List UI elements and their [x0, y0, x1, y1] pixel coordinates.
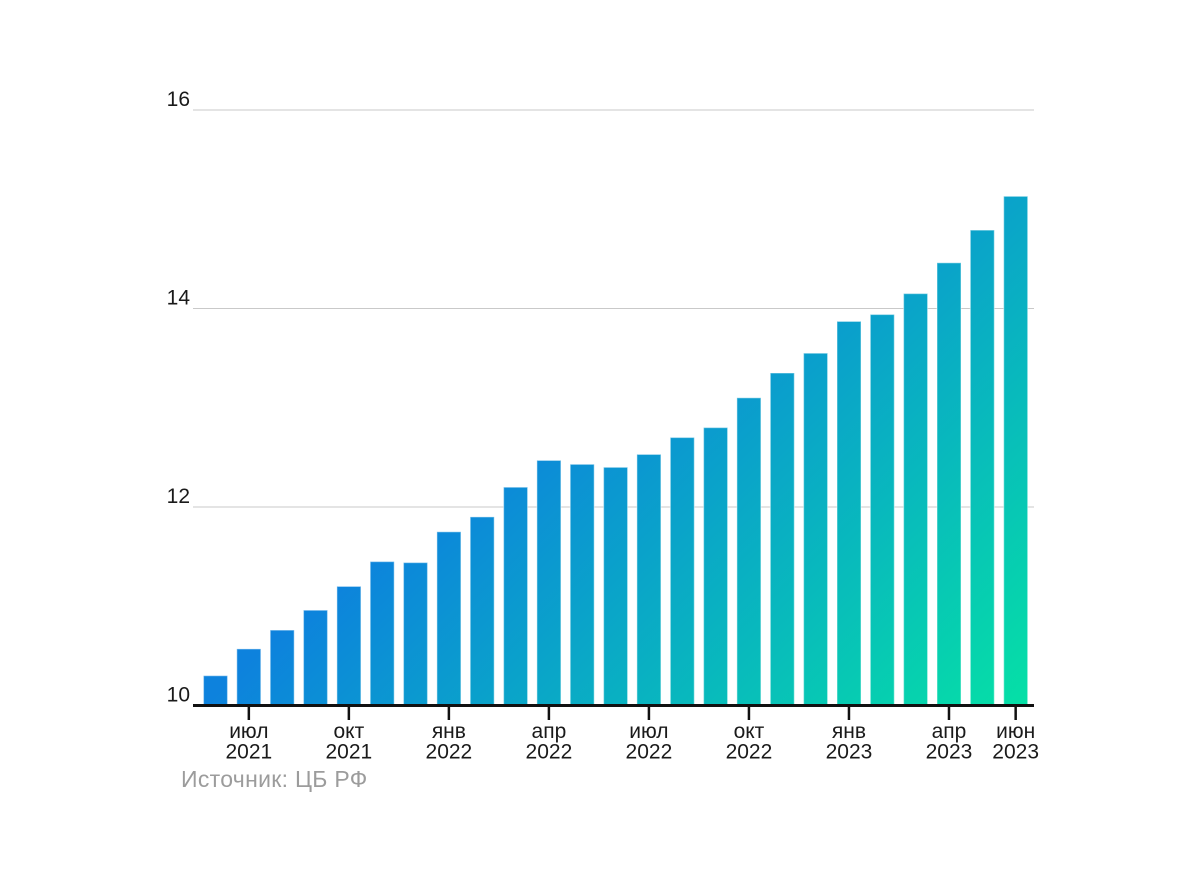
- bar-апр-2022: [536, 459, 562, 708]
- bar-фев-2022: [469, 516, 495, 708]
- bar-июн-2021: [202, 675, 229, 708]
- bar-май-2023: [969, 229, 995, 708]
- source-note: Источник: ЦБ РФ: [181, 766, 368, 792]
- bar-ноя-2022: [769, 372, 795, 708]
- y-axis-tick-label: 14: [167, 287, 191, 310]
- bar-июл-2022: [636, 453, 662, 708]
- bar-окт-2022: [736, 397, 762, 708]
- bar-мар-2023: [902, 293, 929, 708]
- y-axis-tick-label: 10: [167, 684, 190, 707]
- bar-сен-2022: [702, 427, 729, 708]
- bar-окт-2021: [336, 585, 362, 708]
- x-axis-tick-label: июн 2023: [992, 720, 1039, 764]
- x-axis-tick-label: окт 2021: [326, 720, 373, 764]
- bar-фев-2023: [869, 313, 895, 708]
- bar-мар-2022: [503, 486, 529, 708]
- bar-июл-2021: [236, 648, 262, 708]
- bar-дек-2021: [402, 561, 429, 708]
- bar-авг-2021: [269, 629, 295, 708]
- x-axis-tick-label: июл 2021: [225, 720, 272, 764]
- x-axis-tick-label: янв 2023: [826, 720, 873, 764]
- bar-июн-2023: [1003, 195, 1029, 708]
- x-axis-tick-label: апр 2022: [526, 720, 573, 764]
- bar-дек-2022: [802, 352, 829, 708]
- bar-янв-2023: [836, 320, 862, 708]
- bar-ноя-2021: [369, 560, 395, 708]
- x-axis-tick-label: окт 2022: [726, 720, 773, 764]
- x-axis-tick-label: янв 2022: [426, 720, 473, 764]
- bar-авг-2022: [669, 436, 695, 708]
- x-axis-tick-label: июл 2022: [626, 720, 673, 764]
- bar-сен-2021: [302, 609, 329, 708]
- bar-апр-2023: [936, 262, 962, 708]
- bar-май-2022: [569, 463, 595, 708]
- y-axis-tick-label: 12: [167, 485, 190, 508]
- x-axis-tick-label: апр 2023: [926, 720, 973, 764]
- bar-июн-2022: [602, 466, 629, 708]
- bar-янв-2022: [436, 531, 462, 708]
- y-axis-tick-label: 16: [167, 88, 190, 111]
